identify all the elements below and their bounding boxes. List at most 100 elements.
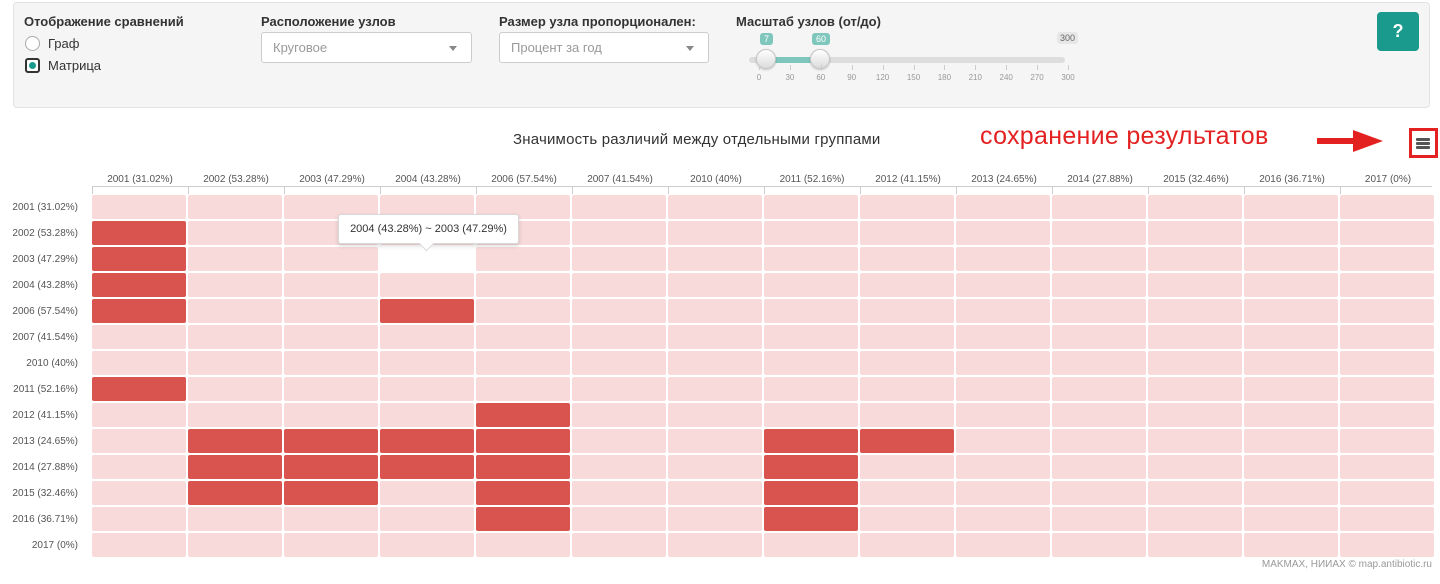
heatmap-cell[interactable] (92, 299, 186, 323)
heatmap-cell[interactable] (956, 481, 1050, 505)
heatmap-cell[interactable] (860, 273, 954, 297)
heatmap-cell[interactable] (860, 403, 954, 427)
heatmap-cell[interactable] (860, 299, 954, 323)
heatmap-cell[interactable] (860, 533, 954, 557)
heatmap-cell[interactable] (1148, 325, 1242, 349)
heatmap-cell[interactable] (1148, 221, 1242, 245)
heatmap-cell[interactable] (1244, 273, 1338, 297)
heatmap-cell[interactable] (956, 533, 1050, 557)
heatmap-cell[interactable] (956, 247, 1050, 271)
heatmap-cell[interactable] (764, 325, 858, 349)
heatmap-cell[interactable] (188, 429, 282, 453)
heatmap-cell[interactable] (284, 377, 378, 401)
heatmap-cell[interactable] (1244, 221, 1338, 245)
heatmap-cell[interactable] (380, 533, 474, 557)
heatmap-cell[interactable] (380, 299, 474, 323)
heatmap-cell[interactable] (572, 325, 666, 349)
heatmap-cell[interactable] (380, 247, 474, 271)
heatmap-cell[interactable] (860, 247, 954, 271)
heatmap-cell[interactable] (1244, 299, 1338, 323)
heatmap-cell[interactable] (284, 533, 378, 557)
heatmap-cell[interactable] (1244, 403, 1338, 427)
heatmap-cell[interactable] (1340, 273, 1434, 297)
heatmap-cell[interactable] (1244, 351, 1338, 375)
export-menu-button[interactable] (1409, 128, 1438, 158)
heatmap-cell[interactable] (956, 273, 1050, 297)
heatmap-cell[interactable] (380, 403, 474, 427)
heatmap-cell[interactable] (572, 247, 666, 271)
heatmap-cell[interactable] (860, 481, 954, 505)
heatmap-cell[interactable] (284, 325, 378, 349)
heatmap-cell[interactable] (572, 481, 666, 505)
heatmap-cell[interactable] (668, 195, 762, 219)
heatmap-cell[interactable] (284, 403, 378, 427)
heatmap-cell[interactable] (668, 403, 762, 427)
heatmap-cell[interactable] (860, 507, 954, 531)
heatmap-cell[interactable] (1052, 403, 1146, 427)
heatmap-cell[interactable] (284, 455, 378, 479)
heatmap-cell[interactable] (92, 429, 186, 453)
heatmap-cell[interactable] (764, 273, 858, 297)
heatmap-cell[interactable] (92, 507, 186, 531)
heatmap-cell[interactable] (1340, 247, 1434, 271)
heatmap-cell[interactable] (92, 481, 186, 505)
heatmap-cell[interactable] (476, 325, 570, 349)
heatmap-cell[interactable] (1340, 507, 1434, 531)
heatmap-cell[interactable] (1340, 221, 1434, 245)
heatmap-cell[interactable] (284, 247, 378, 271)
heatmap-cell[interactable] (956, 299, 1050, 323)
heatmap-cell[interactable] (188, 325, 282, 349)
heatmap-cell[interactable] (1244, 195, 1338, 219)
heatmap-cell[interactable] (188, 299, 282, 323)
node-scale-slider[interactable]: 300 7 60 0 30 60 90 120 150 180 210 240 270 300 (737, 31, 1079, 91)
heatmap-cell[interactable] (1148, 481, 1242, 505)
heatmap-cell[interactable] (1148, 455, 1242, 479)
slider-track[interactable] (749, 57, 1065, 63)
heatmap-cell[interactable] (1244, 247, 1338, 271)
heatmap-cell[interactable] (764, 429, 858, 453)
heatmap-cell[interactable] (956, 325, 1050, 349)
heatmap-cell[interactable] (572, 377, 666, 401)
heatmap-cell[interactable] (92, 455, 186, 479)
heatmap-cell[interactable] (92, 533, 186, 557)
heatmap-cell[interactable] (764, 195, 858, 219)
heatmap-cell[interactable] (956, 377, 1050, 401)
help-button[interactable]: ? (1377, 12, 1419, 51)
heatmap-cell[interactable] (764, 481, 858, 505)
heatmap-cell[interactable] (572, 429, 666, 453)
heatmap-cell[interactable] (92, 377, 186, 401)
heatmap-cell[interactable] (572, 299, 666, 323)
heatmap-cell[interactable] (572, 273, 666, 297)
slider-to-handle[interactable] (810, 49, 830, 69)
heatmap-cell[interactable] (668, 273, 762, 297)
heatmap-cell[interactable] (860, 429, 954, 453)
heatmap-cell[interactable] (956, 351, 1050, 375)
heatmap-cell[interactable] (572, 403, 666, 427)
heatmap-cell[interactable] (956, 221, 1050, 245)
heatmap-cell[interactable] (668, 325, 762, 349)
heatmap-cell[interactable] (188, 273, 282, 297)
heatmap-cell[interactable] (476, 377, 570, 401)
heatmap-cell[interactable] (764, 299, 858, 323)
heatmap-cell[interactable] (1148, 533, 1242, 557)
heatmap-cell[interactable] (92, 221, 186, 245)
heatmap-cell[interactable] (1148, 273, 1242, 297)
heatmap-cell[interactable] (1244, 377, 1338, 401)
heatmap-cell[interactable] (860, 195, 954, 219)
heatmap-cell[interactable] (572, 507, 666, 531)
heatmap-cell[interactable] (284, 273, 378, 297)
heatmap-cell[interactable] (188, 481, 282, 505)
heatmap-cell[interactable] (1244, 507, 1338, 531)
heatmap-cell[interactable] (1148, 429, 1242, 453)
heatmap-cell[interactable] (1340, 533, 1434, 557)
radio-matrix-circle[interactable] (25, 58, 40, 73)
heatmap-cell[interactable] (572, 533, 666, 557)
heatmap-cell[interactable] (380, 455, 474, 479)
heatmap-cell[interactable] (956, 403, 1050, 427)
heatmap-cell[interactable] (188, 195, 282, 219)
radio-graph-circle[interactable] (25, 36, 40, 51)
heatmap-cell[interactable] (380, 377, 474, 401)
heatmap-cell[interactable] (476, 273, 570, 297)
heatmap-cell[interactable] (668, 481, 762, 505)
heatmap-cell[interactable] (860, 455, 954, 479)
